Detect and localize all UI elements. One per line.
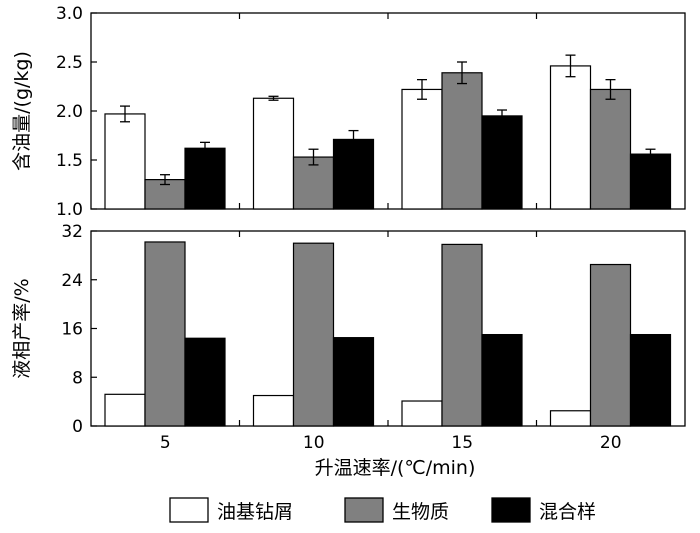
bottom-bar-生物质 — [589, 263, 632, 427]
x-axis-title: 升温速率/(℃/min) — [315, 457, 476, 479]
bottom-panel: 0 8 16 24 32 液相产率/% 5 10 15 20 — [11, 222, 686, 453]
bottom-bar-油基钻屑 — [549, 410, 592, 427]
top-y-tick-label: 3.0 — [56, 4, 83, 24]
bottom-bar-生物质 — [441, 243, 483, 427]
bottom-y-axis-title: 液相产率/% — [11, 278, 33, 378]
legend-label: 油基钻屑 — [217, 501, 293, 523]
x-tick-label: 5 — [160, 433, 171, 453]
legend: 油基钻屑 生物质 混合样 — [169, 497, 596, 523]
bottom-bar-油基钻屑 — [104, 393, 146, 427]
top-bar-油基钻屑 — [252, 97, 295, 210]
x-tick-label: 20 — [600, 433, 622, 453]
x-tick-label: 10 — [303, 433, 325, 453]
top-bar-生物质 — [441, 72, 483, 210]
legend-swatch — [169, 497, 209, 523]
top-y-axis-title: 含油量/(g/kg) — [11, 51, 33, 171]
bottom-bar-生物质 — [292, 242, 335, 427]
top-bar-油基钻屑 — [549, 65, 592, 210]
top-y-tick-label: 2.0 — [56, 102, 83, 122]
top-bar-混合样 — [629, 153, 672, 210]
top-bar-混合样 — [332, 138, 375, 210]
bottom-bar-混合样 — [184, 337, 226, 427]
x-tick-label: 15 — [451, 433, 473, 453]
legend-label: 生物质 — [392, 501, 449, 523]
legend-label: 混合样 — [539, 501, 596, 523]
top-bar-生物质 — [292, 156, 335, 210]
bottom-bar-混合样 — [332, 337, 375, 427]
legend-swatch — [344, 497, 384, 523]
bottom-y-tick-label: 24 — [61, 271, 83, 291]
top-y-tick-label: 1.0 — [56, 200, 83, 220]
bottom-y-tick-label: 32 — [61, 222, 83, 242]
bottom-bar-生物质 — [144, 241, 186, 427]
top-bar-混合样 — [184, 147, 226, 210]
bottom-bar-混合样 — [629, 333, 672, 427]
legend-swatch — [491, 497, 531, 523]
bottom-y-tick-label: 0 — [72, 417, 83, 437]
bottom-bar-油基钻屑 — [252, 394, 295, 427]
top-bar-混合样 — [481, 115, 523, 210]
top-bar-油基钻屑 — [401, 88, 443, 210]
top-y-tick-label: 1.5 — [56, 151, 83, 171]
bottom-y-tick-label: 16 — [61, 320, 83, 340]
bottom-bar-混合样 — [481, 333, 523, 427]
bottom-y-tick-label: 8 — [72, 368, 83, 388]
top-bar-油基钻屑 — [104, 113, 146, 210]
top-bar-生物质 — [589, 88, 632, 210]
bottom-bar-油基钻屑 — [401, 400, 443, 427]
top-y-tick-label: 2.5 — [56, 53, 83, 73]
top-panel: 1.0 1.5 2.0 2.5 3.0 含油量/(g/kg) — [11, 4, 686, 220]
